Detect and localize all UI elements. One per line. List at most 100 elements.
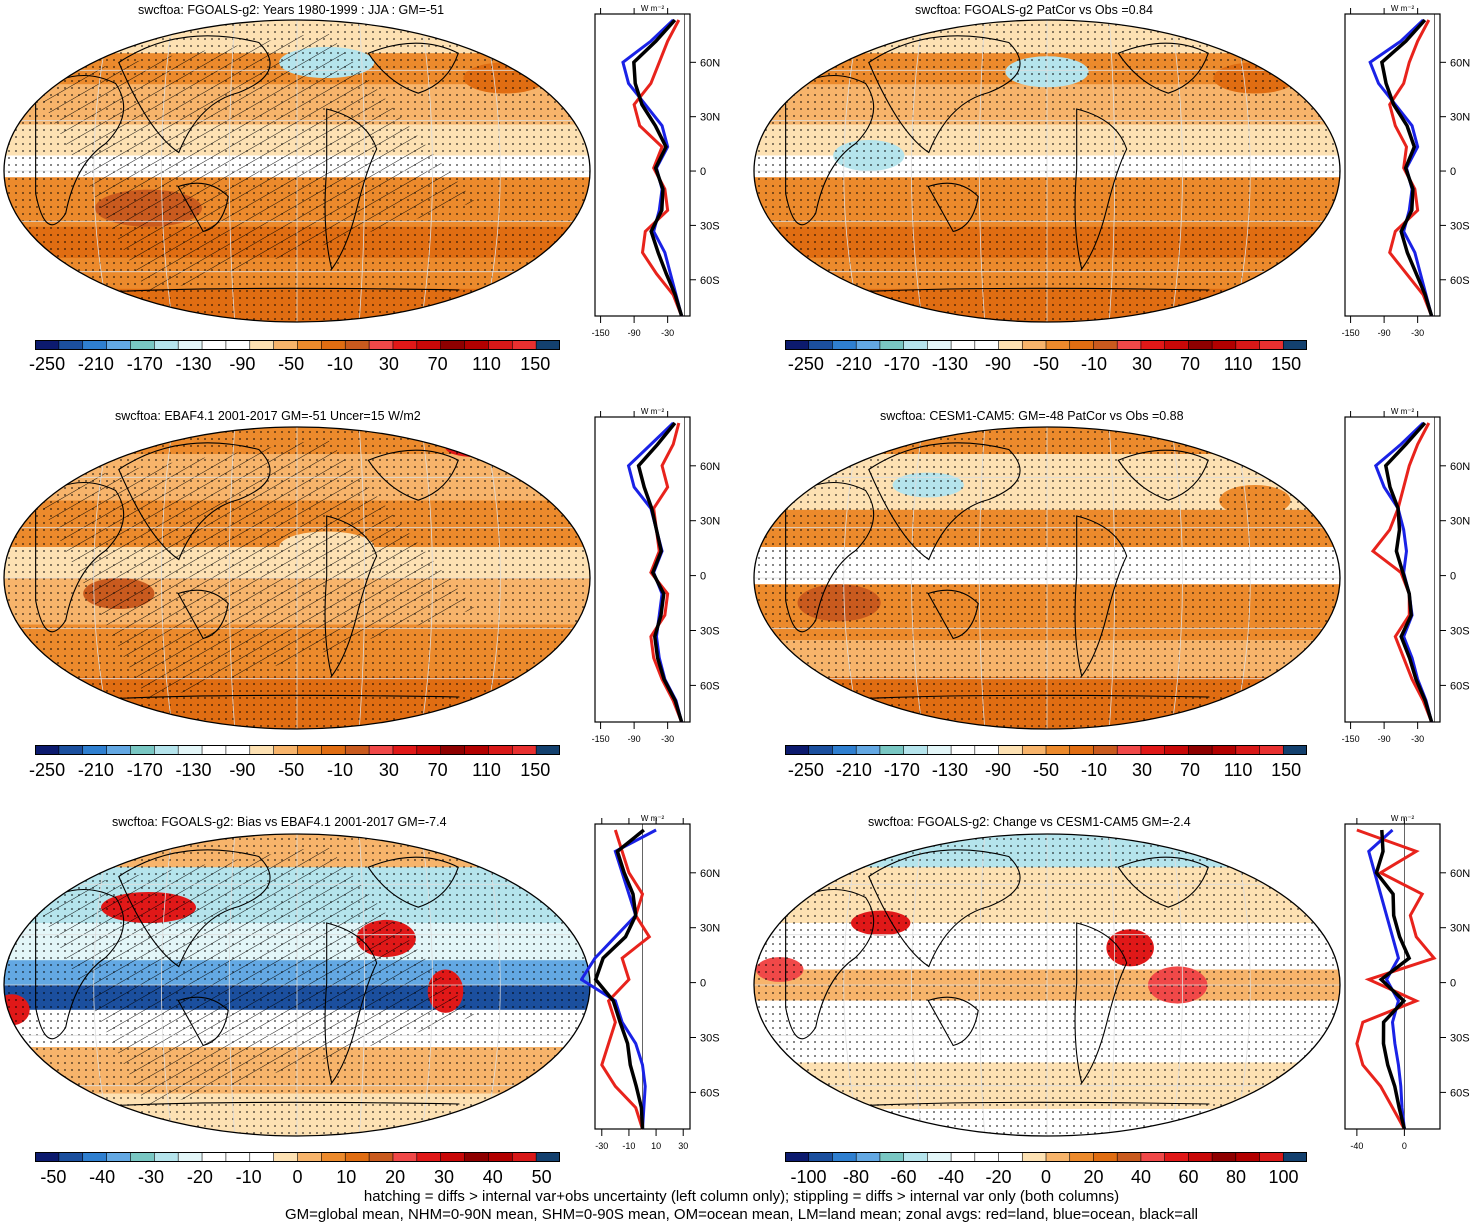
colorbar-swatch [273,1152,298,1162]
colorbar-label: 30 [433,1167,454,1187]
colorbar-swatch [82,745,108,755]
colorbar-swatch [225,1152,251,1162]
graticule-meridian [93,427,111,729]
coastline [785,888,875,1040]
colorbar-swatch [488,745,513,755]
zonal-unit: W m⁻² [1391,814,1415,823]
colorbar-label: 150 [520,354,551,374]
colorbar-labels: -50 -40 -30 -20 -10 0 10 20 30 40 50 [35,1167,560,1189]
colorbar-swatch [951,1152,976,1162]
x-tick-label: -30 [1411,328,1424,338]
colorbar-swatch [1093,1152,1118,1162]
x-tick-label: 0 [1402,1141,1407,1151]
colorbar-swatch [1046,340,1071,350]
colorbar-swatch [1117,1152,1142,1162]
coastline [868,442,1021,561]
graticule-meridian [843,427,861,729]
colorbar-swatch [345,340,370,350]
graticule-meridian [358,834,366,1136]
lat-label: 0 [1450,978,1456,990]
coastline [324,922,378,1085]
map [753,833,1341,1137]
colorbar-label: -170 [126,760,163,780]
colorbar-swatch [178,1152,203,1162]
panel-title: swcftoa: CESM1-CAM5: GM=-48 PatCor vs Ob… [880,409,1184,423]
graticule-meridian [93,20,111,322]
colorbar-swatch [998,1152,1023,1162]
map-field [754,834,1340,1136]
graticule-meridian [421,834,433,1136]
colorbar-label: -30 [138,1167,165,1187]
colorbar-swatch [903,340,928,350]
colorbar-label: -90 [229,354,256,374]
colorbar-swatch [1140,340,1166,350]
graticule-meridian [228,427,236,729]
coastline [1074,108,1128,271]
colorbar-swatch [202,340,227,350]
lat-label: 60S [700,1087,720,1099]
coastline [367,856,459,908]
lat-label: 30S [700,220,720,232]
coastline [324,515,378,678]
colorbar-swatch [440,340,466,350]
zonal-mean-plot: W m⁻² 60N 30N 0 30S 60S -150 -90 -30 [1342,407,1471,744]
graticule-meridian [1233,20,1251,322]
lat-label: 60S [700,275,720,287]
colorbar-labels: -250 -210 -170 -130 -90 -50 -10 30 70 11… [29,760,560,782]
colorbar-label: -210 [835,760,872,780]
land-zonal-line [1370,422,1434,723]
colorbar-swatch [856,745,881,755]
colorbar-label: -10 [327,760,354,780]
x-tick-label: -30 [1411,734,1424,744]
colorbar-swatch [1022,745,1047,755]
lat-label: 30S [700,1033,720,1045]
colorbar-label: -10 [327,354,354,374]
colorbar-label: -10 [1081,354,1108,374]
zonal-mean-plot: W m⁻² 60N 30N 0 30S 60S -30 -10 10 30 [580,814,720,1151]
colorbar-label: 70 [1180,760,1201,780]
colorbar-swatch [35,340,60,350]
graticule-meridian [843,20,861,322]
colorbar-swatch [1188,745,1213,755]
colorbar-swatch [321,745,346,755]
colorbar-swatch [154,1152,179,1162]
colorbar-swatch [998,745,1023,755]
colorbar-swatch [273,745,298,755]
colorbar-label: 30 [378,354,399,374]
graticule-meridian [1233,834,1251,1136]
zonal-frame [594,13,691,317]
colorbar-labels: -250 -210 -170 -130 -90 -50 -10 30 70 11… [785,760,1307,782]
x-tick-label: -10 [622,1141,635,1151]
all-zonal-line [636,421,684,723]
colorbar-label: -10 [1081,760,1108,780]
colorbar-swatch [58,1152,84,1162]
colorbar-label: 50 [531,1167,552,1187]
panel-title: swcftoa: FGOALS-g2: Bias vs EBAF4.1 2001… [112,815,447,829]
coastline [324,108,378,271]
colorbar-swatch [879,745,905,755]
x-tick-label: -40 [1350,1141,1363,1151]
colorbar-label: -60 [890,1167,917,1187]
graticule-meridian [161,427,173,729]
map-outline [753,426,1341,730]
colorbar-swatch [785,1152,810,1162]
graticule-meridian [161,20,173,322]
colorbar-swatch [1235,340,1261,350]
colorbar-swatch [856,1152,881,1162]
x-tick-label: -30 [595,1141,608,1151]
zonal-unit: W m⁻² [1391,407,1415,416]
coastline [1117,42,1209,94]
coastline [35,888,125,1040]
graticule-meridian [1171,427,1183,729]
colorbar-label: -90 [229,760,256,780]
graticule-meridian [843,834,861,1136]
lat-label: 30S [700,626,720,638]
colorbar-label: 150 [1271,354,1302,374]
coastline [118,35,271,154]
colorbar-label: -210 [77,760,114,780]
colorbar-swatch [832,745,857,755]
lat-label: 60N [700,461,720,473]
ocean-zonal-line [580,828,657,1130]
x-tick-label: -90 [628,734,641,744]
colorbar-swatch [82,1152,108,1162]
